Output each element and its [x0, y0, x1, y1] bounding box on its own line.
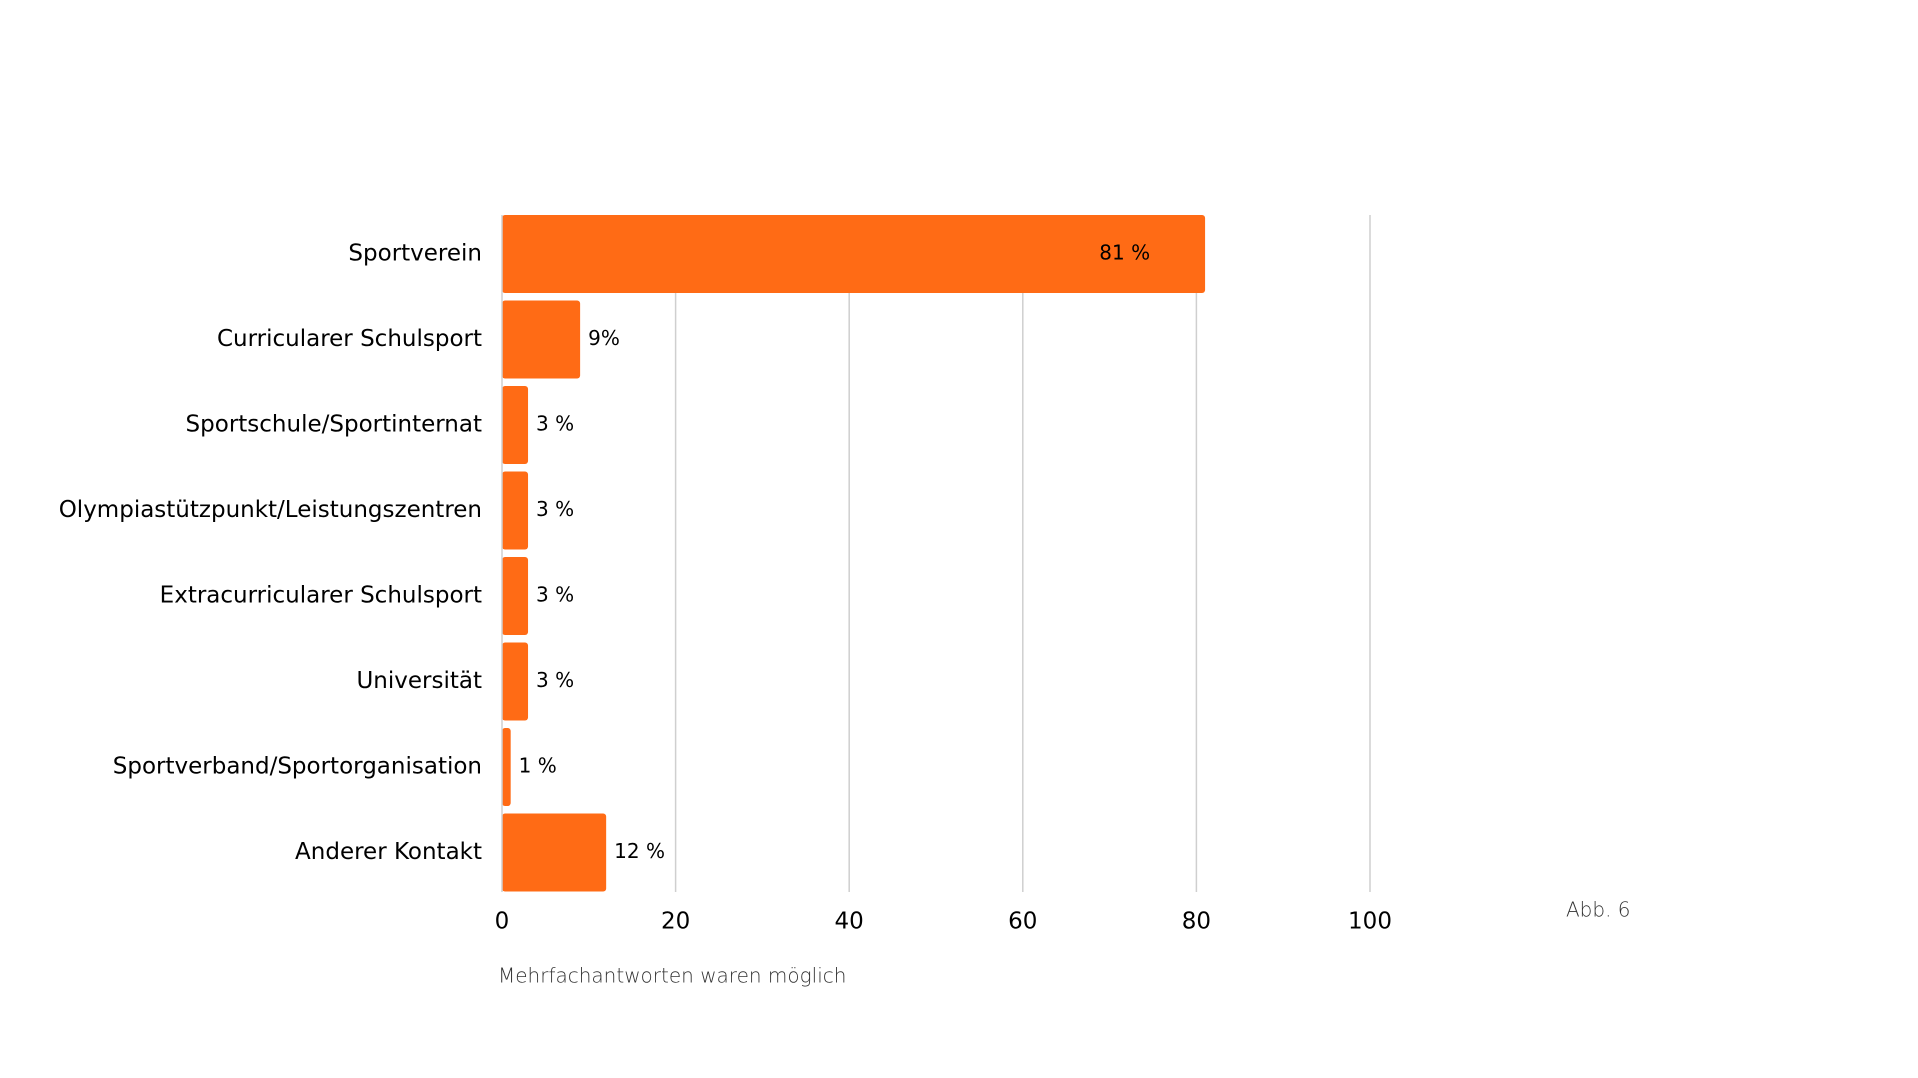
value-label-1: 81 %: [1099, 241, 1150, 265]
category-label-6: Universität: [356, 668, 482, 694]
grid-lines: [674, 215, 1371, 892]
bar-5: [502, 557, 529, 635]
x-tick-label-60: 60: [1008, 909, 1037, 935]
value-label-8: 12 %: [614, 839, 665, 863]
bar-4: [502, 471, 529, 550]
chart-note: Mehrfachantworten waren möglich: [498, 964, 846, 988]
value-label-7: 1 %: [519, 754, 557, 778]
x-axis-tick-labels: 0 20 40 60 80 100: [495, 909, 1392, 935]
bar-6: [502, 642, 529, 721]
value-labels: 81 % 9% 3 % 3 % 3 % 3 % 1 % 12 %: [519, 241, 1150, 864]
x-tick-label-0: 0: [495, 909, 510, 935]
bar-3: [502, 386, 529, 464]
category-label-2: Curricularer Schulsport: [217, 326, 482, 352]
value-label-5: 3 %: [536, 583, 574, 607]
value-label-6: 3 %: [536, 668, 574, 692]
bar-7: [502, 728, 511, 806]
value-label-4: 3 %: [536, 497, 574, 521]
bar-1: [502, 215, 1206, 293]
category-label-1: Sportverein: [348, 241, 482, 267]
bar-2: [502, 300, 581, 379]
category-label-7: Sportverband/Sportorganisation: [113, 754, 482, 780]
value-label-2: 9%: [588, 326, 620, 350]
x-tick-label-20: 20: [661, 909, 690, 935]
figure-label: Abb. 6: [1566, 898, 1631, 922]
category-label-5: Extracurricularer Schulsport: [160, 583, 482, 609]
x-tick-label-80: 80: [1182, 909, 1211, 935]
x-tick-label-40: 40: [835, 909, 864, 935]
bars: [502, 215, 1206, 892]
category-label-8: Anderer Kontakt: [295, 839, 482, 865]
category-label-3: Sportschule/Sportinternat: [186, 412, 482, 438]
x-tick-label-100: 100: [1348, 909, 1392, 935]
category-label-4: Olympiastützpunkt/Leistungszentren: [59, 497, 482, 523]
value-label-3: 3 %: [536, 412, 574, 436]
bar-8: [502, 813, 607, 892]
category-labels: Sportverein Curricularer Schulsport Sports…: [59, 241, 482, 866]
